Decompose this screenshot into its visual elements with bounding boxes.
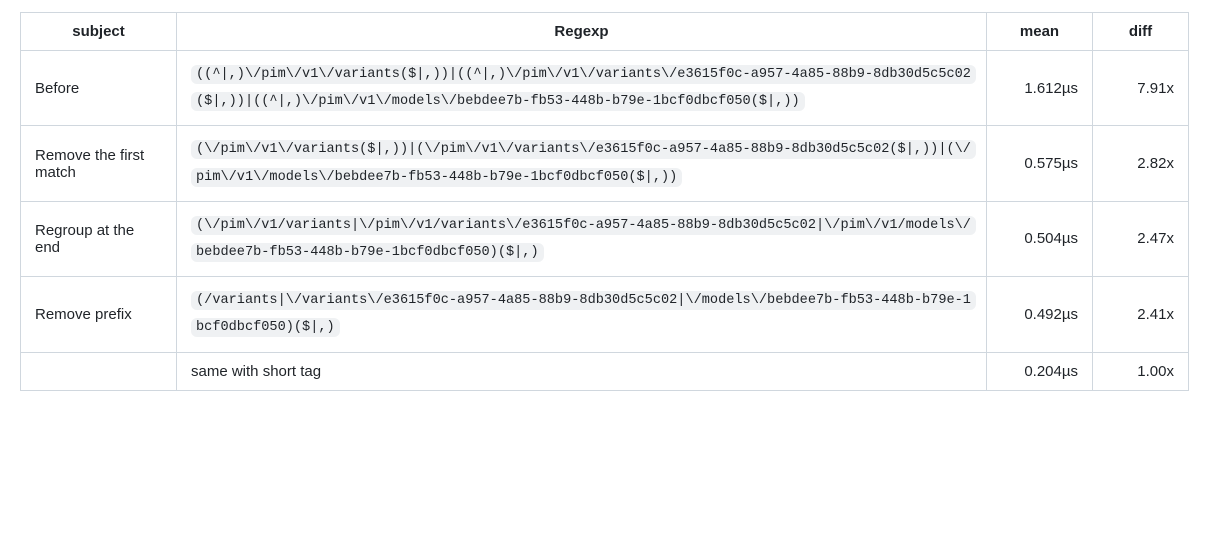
table-row: same with short tag 0.204µs 1.00x: [21, 352, 1189, 390]
regexp-code: (/variants|\/variants\/e3615f0c-a957-4a8…: [191, 291, 976, 337]
cell-regexp: ((^|,)\/pim\/v1\/variants($|,))|((^|,)\/…: [177, 51, 987, 126]
cell-mean: 0.575µs: [987, 126, 1093, 201]
cell-diff: 7.91x: [1093, 51, 1189, 126]
cell-diff: 2.47x: [1093, 201, 1189, 276]
cell-subject: Remove prefix: [21, 277, 177, 352]
col-header-mean: mean: [987, 13, 1093, 51]
regexp-code: (\/pim\/v1/variants|\/pim\/v1/variants\/…: [191, 216, 976, 262]
cell-regexp: (\/pim\/v1\/variants($|,))|(\/pim\/v1\/v…: [177, 126, 987, 201]
cell-subject: Regroup at the end: [21, 201, 177, 276]
cell-diff: 2.82x: [1093, 126, 1189, 201]
table-row: Regroup at the end (\/pim\/v1/variants|\…: [21, 201, 1189, 276]
cell-mean: 0.492µs: [987, 277, 1093, 352]
page-container: subject Regexp mean diff Before ((^|,)\/…: [0, 0, 1220, 540]
cell-mean: 0.504µs: [987, 201, 1093, 276]
table-row: Remove the first match (\/pim\/v1\/varia…: [21, 126, 1189, 201]
benchmark-table: subject Regexp mean diff Before ((^|,)\/…: [20, 12, 1189, 391]
cell-regexp: (\/pim\/v1/variants|\/pim\/v1/variants\/…: [177, 201, 987, 276]
table-body: Before ((^|,)\/pim\/v1\/variants($|,))|(…: [21, 51, 1189, 391]
regexp-code: ((^|,)\/pim\/v1\/variants($|,))|((^|,)\/…: [191, 65, 976, 111]
cell-mean: 0.204µs: [987, 352, 1093, 390]
cell-subject: [21, 352, 177, 390]
table-row: Before ((^|,)\/pim\/v1\/variants($|,))|(…: [21, 51, 1189, 126]
cell-subject: Before: [21, 51, 177, 126]
cell-mean: 1.612µs: [987, 51, 1093, 126]
cell-regexp: (/variants|\/variants\/e3615f0c-a957-4a8…: [177, 277, 987, 352]
col-header-subject: subject: [21, 13, 177, 51]
cell-regexp: same with short tag: [177, 352, 987, 390]
regexp-text: same with short tag: [191, 363, 321, 380]
col-header-diff: diff: [1093, 13, 1189, 51]
cell-subject: Remove the first match: [21, 126, 177, 201]
cell-diff: 1.00x: [1093, 352, 1189, 390]
table-header-row: subject Regexp mean diff: [21, 13, 1189, 51]
regexp-code: (\/pim\/v1\/variants($|,))|(\/pim\/v1\/v…: [191, 140, 976, 186]
col-header-regexp: Regexp: [177, 13, 987, 51]
cell-diff: 2.41x: [1093, 277, 1189, 352]
table-row: Remove prefix (/variants|\/variants\/e36…: [21, 277, 1189, 352]
